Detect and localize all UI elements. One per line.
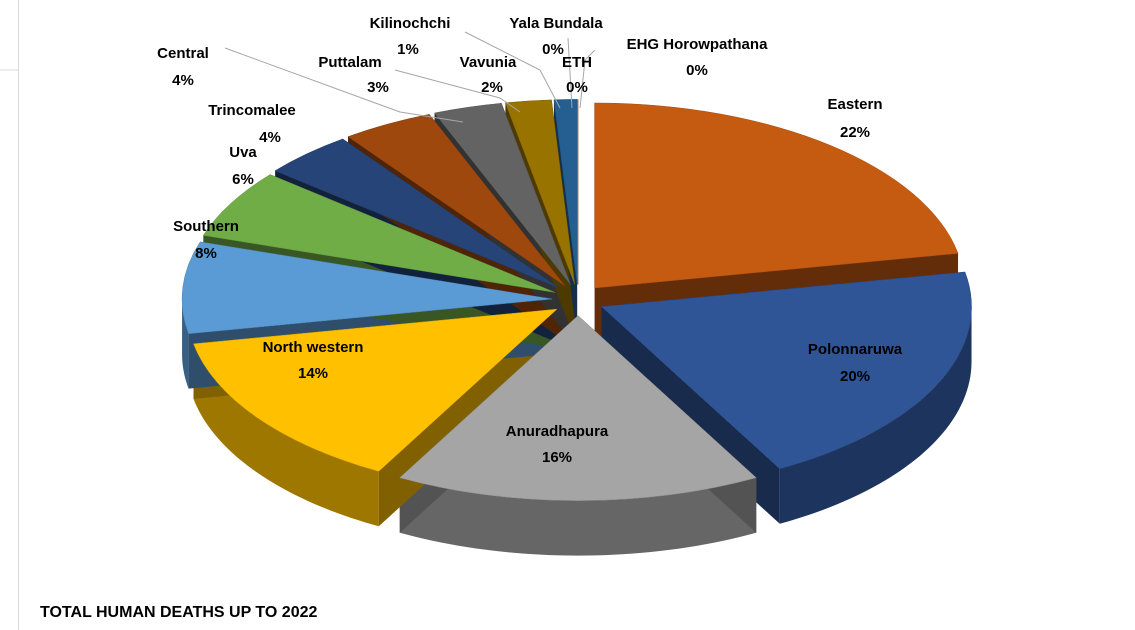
chart-title: TOTAL HUMAN DEATHS UP TO 2022 [40,604,317,621]
leader-line [567,37,573,109]
category-label: EHG Horowpathana [627,36,769,53]
category-label: Southern [173,218,239,235]
value-label: 4% [172,72,194,89]
value-label: 0% [566,79,588,96]
category-label: Trincomalee [208,102,296,119]
value-label: 8% [195,245,217,262]
category-label: Yala Bundala [509,15,603,32]
slice-side [779,306,972,524]
value-label: 14% [298,365,328,382]
value-label: 16% [542,449,572,466]
category-label: Central [157,45,209,62]
value-label: 20% [840,368,870,385]
pie-slice [505,99,575,285]
leader-lines [224,31,596,123]
value-label: 0% [686,62,708,79]
value-label: 1% [397,41,419,58]
pie-slice [553,99,578,285]
category-label: Kilinochchi [370,15,451,32]
category-label: Anuradhapura [506,423,609,440]
pie-slice [600,271,972,470]
category-label: Eastern [827,96,882,113]
slice-tops [181,99,972,501]
category-label: Polonnaruwa [808,341,903,358]
leader-line [464,31,561,109]
pie-slice [434,103,571,286]
value-label: 4% [259,129,281,146]
value-label: 22% [840,124,870,141]
category-label: Vavunia [460,54,517,71]
leader-line [224,47,464,123]
value-label: 6% [232,171,254,188]
category-label: Uva [229,144,257,161]
category-label: North western [263,339,364,356]
value-label: 2% [481,79,503,96]
slice-side [399,477,757,556]
value-label: 0% [542,41,564,58]
pie-slice [347,114,566,287]
pie-slice [399,315,757,501]
category-label: ETH [562,54,592,71]
value-label: 3% [367,79,389,96]
category-label: Puttalam [318,54,381,71]
pie-slice [202,174,556,293]
slice-side [193,343,379,527]
pie-slice [193,308,558,472]
slice-side [182,299,189,389]
pie-slice [594,102,959,289]
leader-line [394,69,521,113]
data-labels: Eastern 22% Polonnaruwa 20% Anuradhapura 16% N… [157,15,903,466]
pie-slice [181,241,553,334]
pie-slice [274,138,561,289]
leader-line [579,49,596,109]
